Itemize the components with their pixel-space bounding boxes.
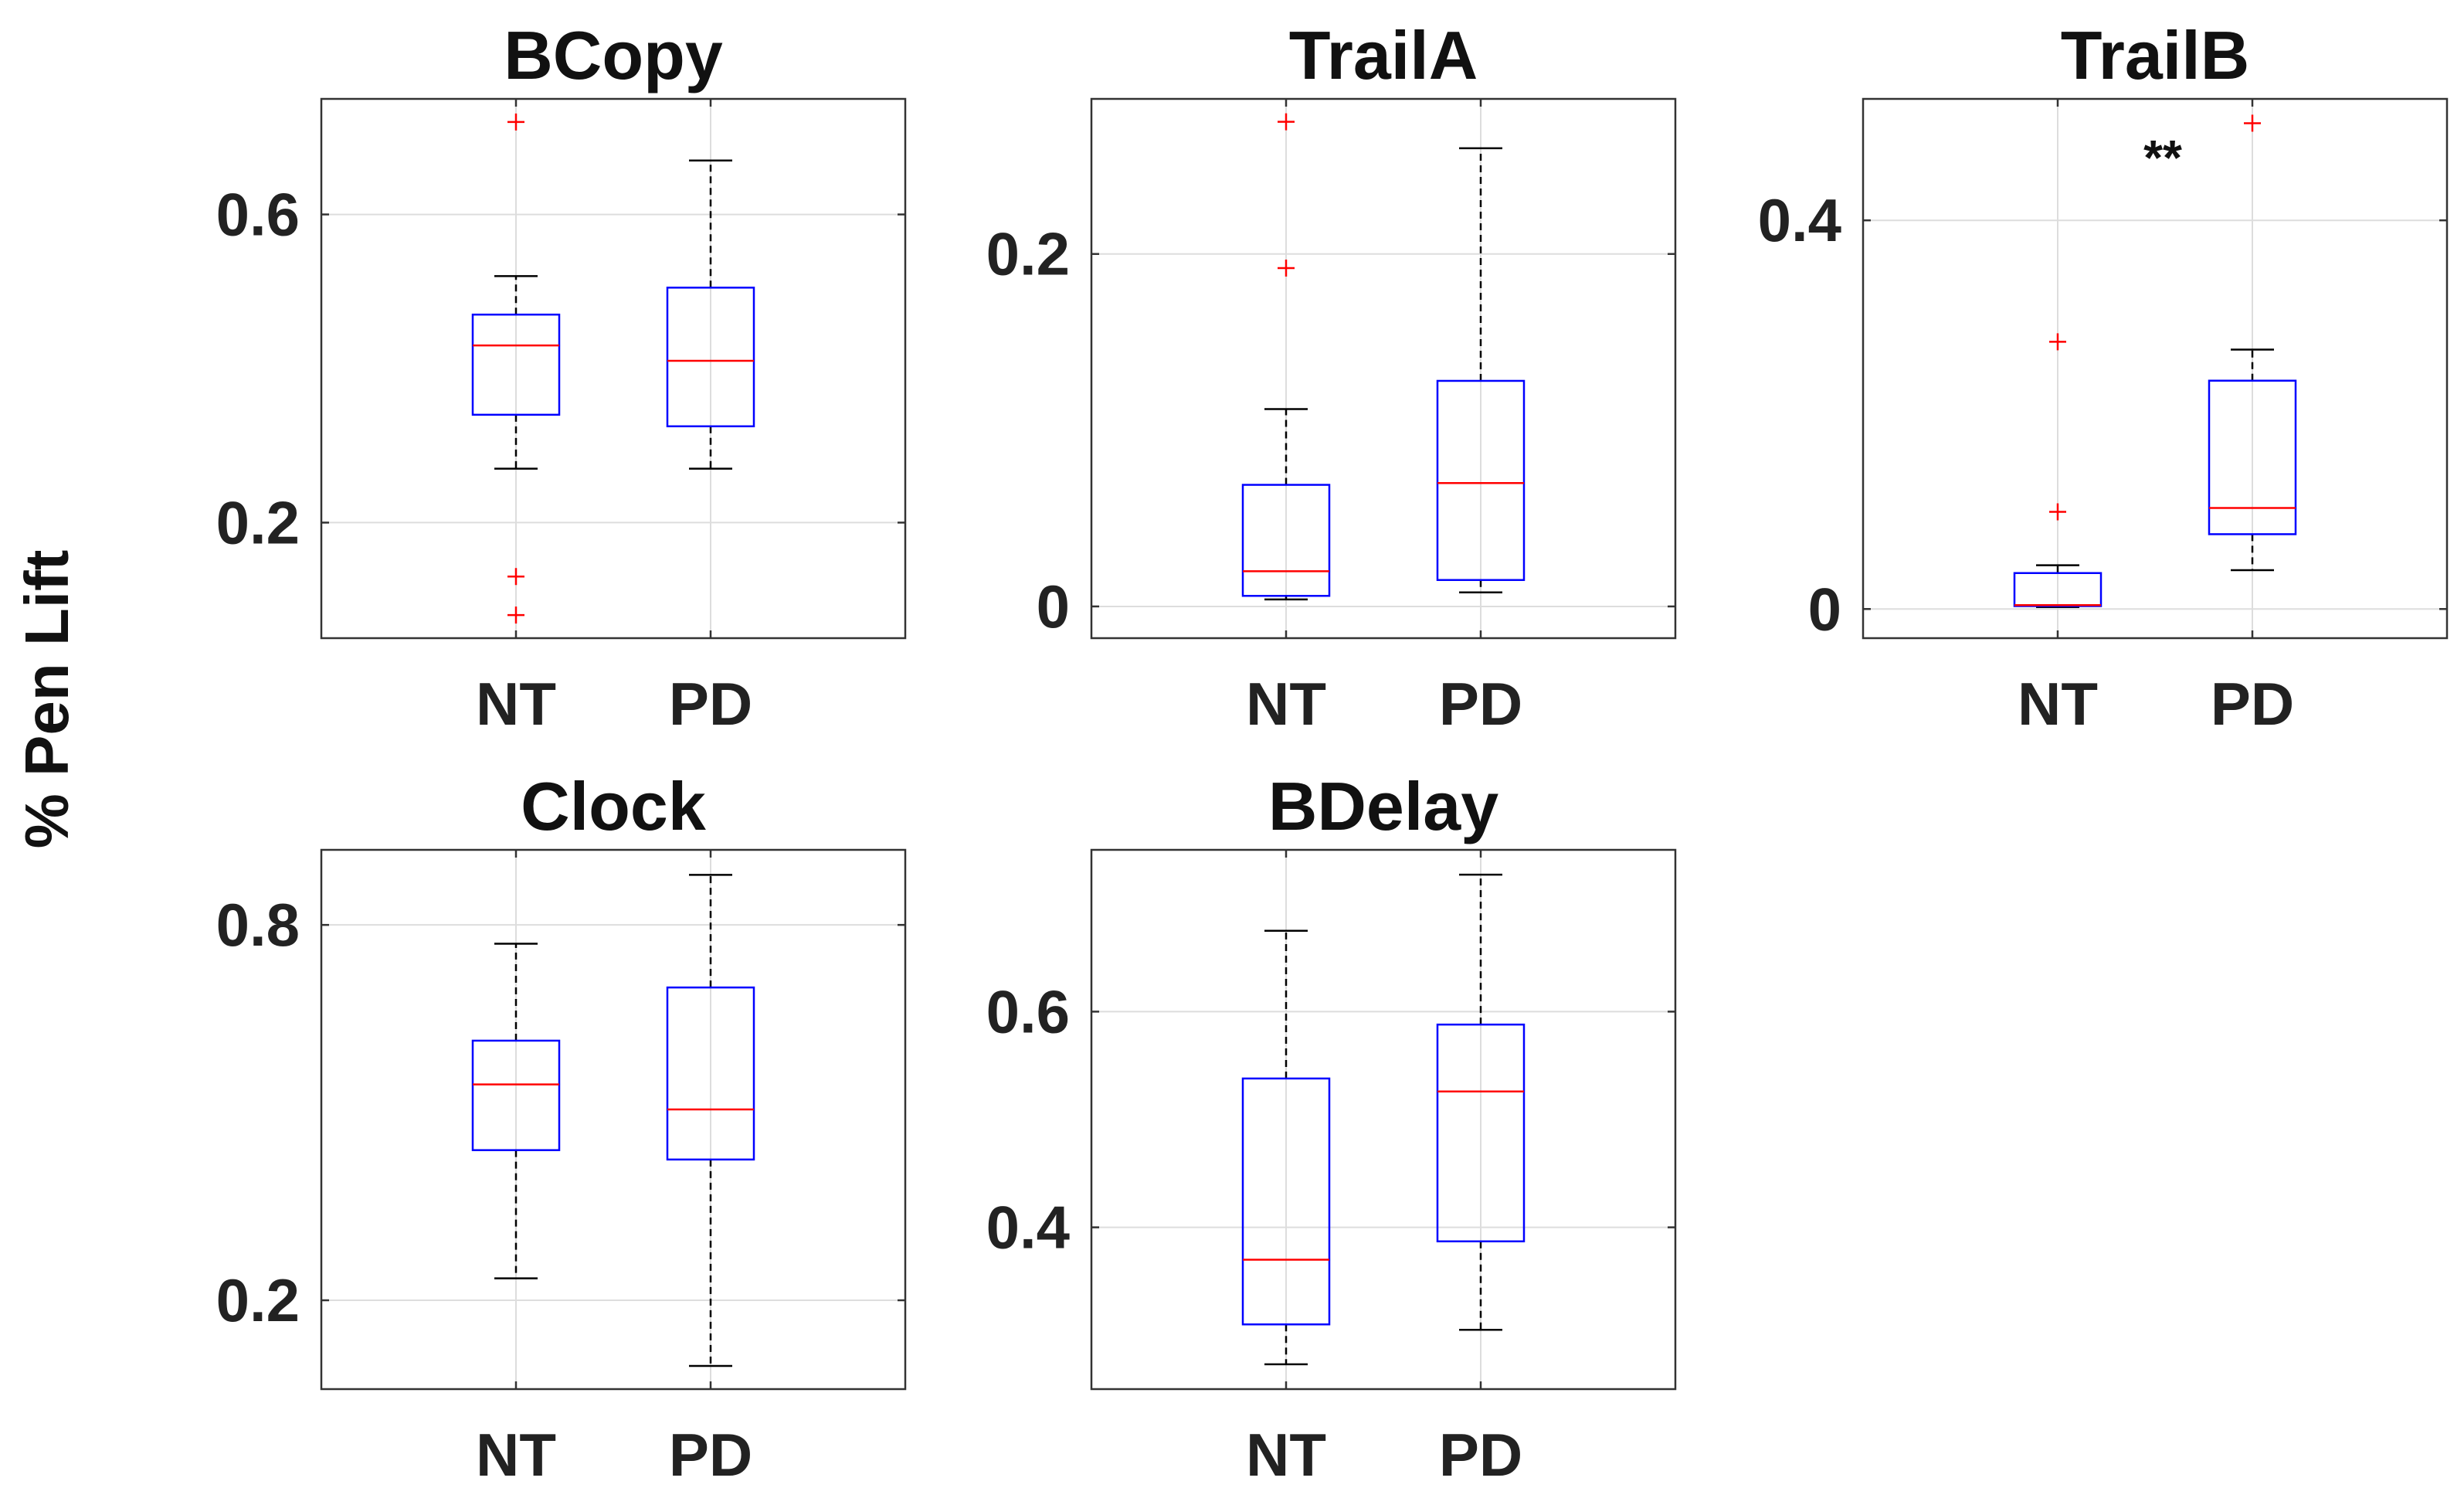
bcopy-plot-area (321, 99, 905, 638)
bcopy-axes-frame (320, 97, 907, 640)
clock-iqr-box-pd (666, 986, 755, 1161)
trailb-box-nt (2013, 333, 2103, 609)
trailb-iqr-box-pd (2208, 379, 2297, 535)
bdelay-box-pd (1436, 873, 1526, 1331)
trailb-ytick-label: 0.4 (1758, 186, 1841, 254)
bcopy-ytick-label: 0.6 (216, 181, 300, 249)
clock-title: Clock (521, 768, 707, 844)
trailb-xtick-label-pd: PD (2211, 670, 2294, 738)
traila-iqr-box-pd (1436, 379, 1526, 581)
bdelay-xtick-label-nt: NT (1246, 1421, 1326, 1489)
traila-title: TrailA (1289, 17, 1478, 93)
trailb-title: TrailB (2061, 17, 2250, 93)
trailb-outlier-nt (2049, 503, 2066, 521)
traila-plot-area (1091, 99, 1675, 638)
bdelay-iqr-box-nt (1241, 1077, 1331, 1326)
bcopy-outlier-nt (507, 568, 524, 586)
clock-axes-frame (320, 848, 907, 1391)
panel-bcopy: 0.2 0.6 NT PD BCopy (216, 17, 907, 738)
clock-box-pd (666, 874, 755, 1367)
clock-xtick-label-nt: NT (476, 1421, 556, 1489)
bcopy-xtick-label-pd: PD (669, 670, 752, 738)
traila-outlier-nt (1278, 113, 1295, 131)
bcopy-box-nt (471, 113, 561, 624)
traila-box-pd (1436, 147, 1526, 593)
traila-axes-frame (1090, 97, 1677, 640)
trailb-xtick-label-nt: NT (2018, 670, 2098, 738)
trailb-significance-annotation: ** (2143, 130, 2182, 185)
trailb-ytick-label: 0 (1808, 575, 1841, 643)
bcopy-xtick-label-nt: NT (476, 670, 556, 738)
bdelay-axes-frame (1090, 848, 1677, 1391)
traila-iqr-box-nt (1241, 484, 1331, 597)
bdelay-iqr-box-pd (1436, 1023, 1526, 1242)
bcopy-outlier-nt (507, 113, 524, 131)
trailb-outlier-nt (2049, 333, 2066, 351)
traila-xtick-label-pd: PD (1439, 670, 1522, 738)
traila-outlier-nt (1278, 259, 1295, 277)
bdelay-title: BDelay (1268, 768, 1498, 844)
bcopy-iqr-box-pd (666, 287, 755, 428)
bcopy-box-pd (666, 159, 755, 470)
panel-bdelay: 0.4 0.6 NT PD BDelay (986, 768, 1677, 1489)
trailb-outlier-pd (2244, 114, 2261, 132)
bcopy-ytick-label: 0.2 (216, 488, 300, 556)
traila-ytick-label: 0.2 (986, 220, 1070, 288)
bcopy-title: BCopy (504, 17, 723, 93)
traila-ytick-label: 0 (1037, 572, 1070, 640)
clock-ytick-label: 0.8 (216, 891, 300, 959)
trailb-axes-frame (1862, 97, 2449, 640)
trailb-plot-area (1863, 99, 2447, 638)
bcopy-iqr-box-nt (471, 313, 561, 416)
bdelay-plot-area (1091, 850, 1675, 1389)
clock-xtick-label-pd: PD (669, 1421, 752, 1489)
panel-clock: 0.2 0.8 NT PD Clock (216, 768, 907, 1489)
bcopy-outlier-nt (507, 606, 524, 624)
traila-xtick-label-nt: NT (1246, 670, 1326, 738)
clock-plot-area (321, 850, 905, 1389)
clock-ytick-label: 0.2 (216, 1266, 300, 1334)
bdelay-xtick-label-pd: PD (1439, 1421, 1522, 1489)
clock-box-nt (471, 943, 561, 1279)
y-axis-label: % Pen Lift (12, 550, 81, 849)
clock-iqr-box-nt (471, 1039, 561, 1151)
bdelay-ytick-label: 0.4 (986, 1194, 1070, 1262)
trailb-box-pd (2208, 114, 2297, 572)
traila-box-nt (1241, 113, 1331, 601)
panel-trailb: 0 0.4 NT PD TrailB ** (1758, 17, 2449, 738)
bdelay-ytick-label: 0.6 (986, 977, 1070, 1045)
bdelay-box-nt (1241, 929, 1331, 1366)
panels: 0.2 0.6 NT PD BCopy 0 0.2 NT PD TrailA 0 0.4 NT PD Tra… (216, 17, 2449, 1489)
panel-traila: 0 0.2 NT PD TrailA (986, 17, 1677, 738)
trailb-iqr-box-nt (2013, 572, 2103, 607)
